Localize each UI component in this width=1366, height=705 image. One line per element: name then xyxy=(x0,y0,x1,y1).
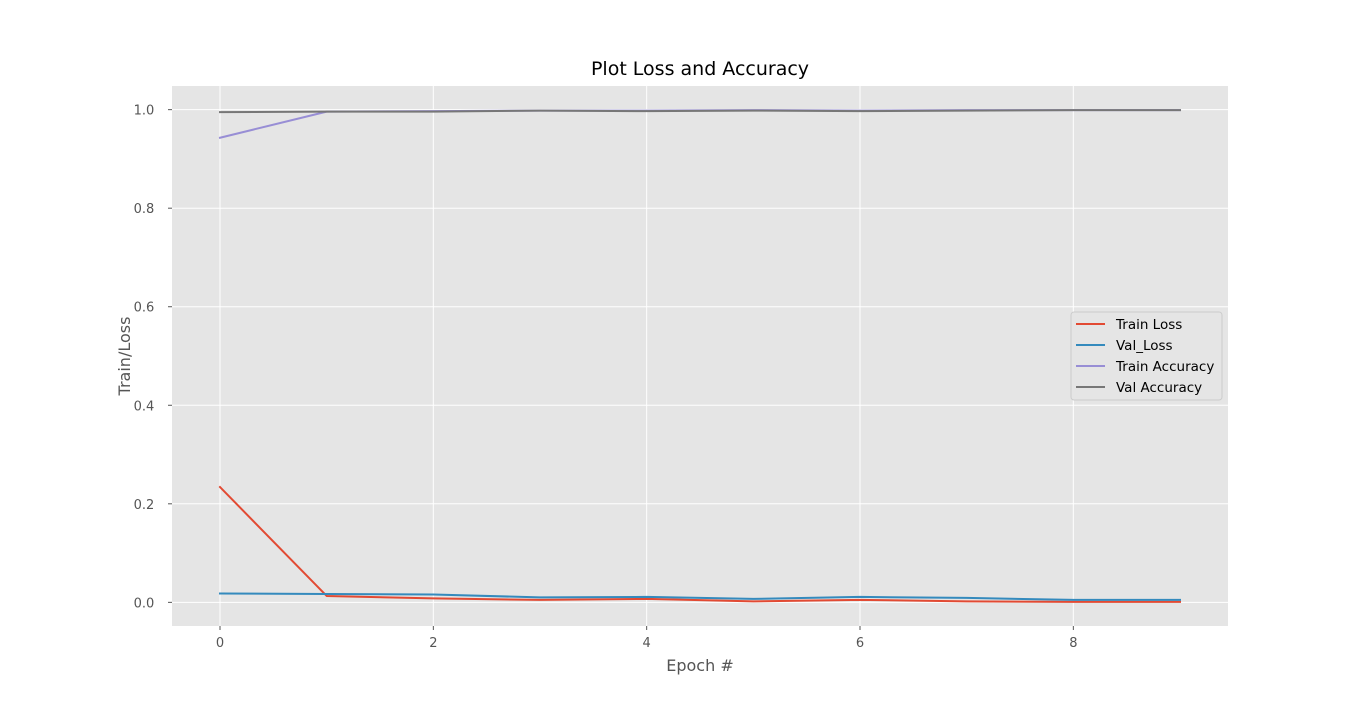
legend-label: Val Accuracy xyxy=(1116,380,1202,396)
y-tick-label: 0.4 xyxy=(134,399,155,414)
legend-label: Val_Loss xyxy=(1116,338,1173,354)
plot-background xyxy=(172,86,1228,626)
legend-label: Train Loss xyxy=(1115,317,1182,333)
y-tick-label: 0.6 xyxy=(134,301,155,316)
legend-label: Train Accuracy xyxy=(1115,359,1214,375)
y-axis-label: Train/Loss xyxy=(115,317,134,397)
chart-title: Plot Loss and Accuracy xyxy=(591,58,809,80)
y-tick-label: 0.0 xyxy=(134,596,155,611)
series-line-val-loss xyxy=(218,592,1181,601)
y-tick-label: 1.0 xyxy=(134,104,155,119)
y-tick-label: 0.8 xyxy=(134,202,155,217)
x-ticks: 0 2 4 6 8 xyxy=(216,626,1077,651)
series-line-train-loss xyxy=(218,485,1181,603)
x-tick-label: 4 xyxy=(643,636,651,651)
x-tick-label: 6 xyxy=(856,636,864,651)
legend: Train Loss Val_Loss Train Accuracy Val Accu… xyxy=(1070,311,1223,401)
y-tick-label: 0.2 xyxy=(134,498,155,513)
legend-box xyxy=(1070,311,1223,401)
x-tick-label: 0 xyxy=(216,636,224,651)
series-line-val-accuracy xyxy=(218,109,1181,114)
y-ticks: 0.0 0.2 0.4 0.6 0.8 1.0 xyxy=(134,104,172,611)
x-tick-label: 2 xyxy=(429,636,437,651)
series-lines xyxy=(218,109,1181,603)
x-tick-label: 8 xyxy=(1069,636,1077,651)
x-axis-label: Epoch # xyxy=(666,656,733,675)
